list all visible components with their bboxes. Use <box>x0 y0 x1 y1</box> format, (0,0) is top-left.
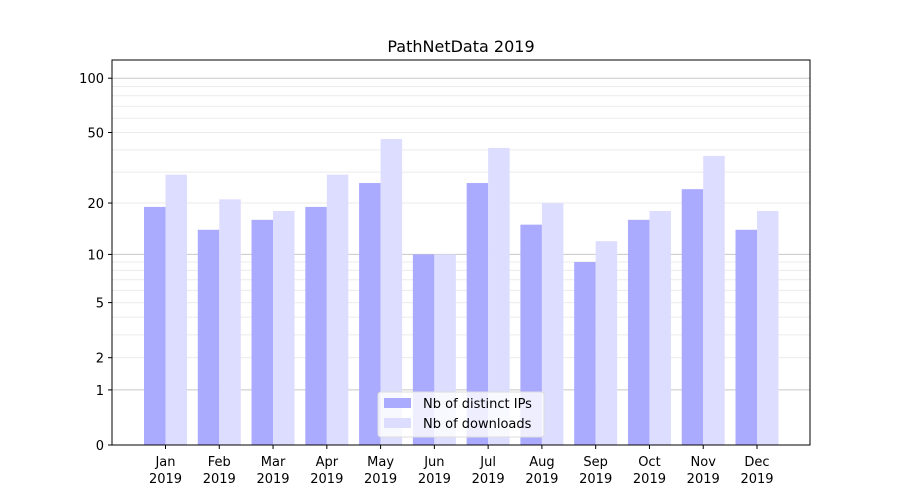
y-tick-label: 2 <box>96 352 104 367</box>
bar-downloads <box>165 174 187 445</box>
bar-downloads <box>326 174 349 445</box>
bar-distinct-ips <box>520 224 542 445</box>
legend-label: Nb of downloads <box>423 417 532 432</box>
legend: Nb of distinct IPs Nb of downloads <box>377 391 545 438</box>
bar-downloads <box>273 210 295 445</box>
y-tick-label: 0 <box>96 439 104 454</box>
bar-distinct-ips <box>305 206 327 445</box>
bar-downloads <box>703 155 725 445</box>
bar-distinct-ips <box>627 219 650 445</box>
bar-downloads <box>541 203 564 445</box>
legend-label: Nb of distinct IPs <box>423 397 532 412</box>
bar-downloads <box>757 210 779 445</box>
x-tick-label: Nov 2019 <box>687 455 720 487</box>
x-tick-label: Jun 2019 <box>418 455 451 487</box>
bar-downloads <box>595 241 618 445</box>
bar-downloads <box>219 199 241 445</box>
x-tick-label: Dec 2019 <box>740 455 773 487</box>
bar-distinct-ips <box>681 189 704 445</box>
bar-distinct-ips <box>735 229 757 445</box>
x-tick-label: Feb 2019 <box>203 455 236 487</box>
y-tick-label: 50 <box>87 127 104 142</box>
x-tick-label: Oct 2019 <box>633 455 666 487</box>
bar-downloads <box>380 139 403 445</box>
chart-title: PathNetData 2019 <box>387 37 534 56</box>
bar-distinct-ips <box>144 206 166 445</box>
plot-frame <box>111 59 811 446</box>
x-tick-label: Apr 2019 <box>310 455 343 487</box>
x-tick-label: May 2019 <box>364 455 397 487</box>
bar-distinct-ips <box>574 261 596 445</box>
x-tick-label: Sep 2019 <box>579 455 612 487</box>
bar-distinct-ips <box>466 183 489 445</box>
legend-swatch <box>384 398 411 408</box>
legend-box <box>377 391 545 438</box>
x-tick-label: Jan 2019 <box>149 455 182 487</box>
x-tick-label: Mar 2019 <box>256 455 289 487</box>
y-tick-label: 10 <box>87 248 104 263</box>
x-tick-label: Aug 2019 <box>525 455 558 487</box>
bar-downloads <box>649 210 671 445</box>
bar-distinct-ips <box>197 229 220 445</box>
y-tick-label: 20 <box>87 197 104 212</box>
y-tick-label: 5 <box>96 297 104 312</box>
bar-distinct-ips <box>251 219 274 445</box>
bar-distinct-ips <box>359 183 381 445</box>
y-tick-label: 1 <box>96 384 104 399</box>
bar-downloads <box>488 147 510 445</box>
y-tick-label: 100 <box>79 72 104 87</box>
legend-swatch <box>384 418 411 428</box>
x-tick-label: Jul 2019 <box>472 455 505 487</box>
